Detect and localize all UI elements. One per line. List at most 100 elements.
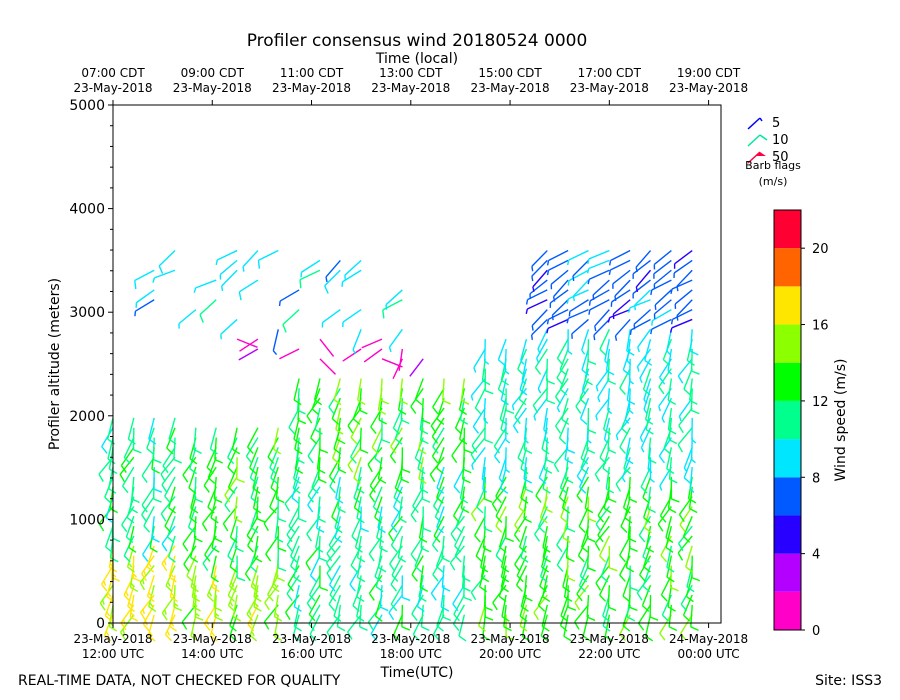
barb-shaft — [561, 397, 569, 420]
barb-feather — [690, 350, 699, 356]
barb-shaft — [671, 318, 693, 329]
barb-shaft — [319, 338, 335, 357]
barb-shaft — [441, 535, 445, 558]
barb-feather — [188, 526, 196, 534]
colorbar-tick-label: 4 — [812, 548, 820, 563]
barb-shaft — [637, 604, 652, 624]
barb-feather — [106, 611, 111, 617]
barb-feather — [306, 415, 313, 424]
barb-shaft — [393, 614, 404, 636]
barb-feather — [190, 507, 199, 514]
barb-feather — [214, 498, 223, 504]
barb-feather — [643, 566, 651, 573]
barb-shaft — [602, 604, 610, 627]
barb-feather — [333, 615, 342, 622]
barb-shaft — [607, 585, 611, 608]
barb-feather — [329, 485, 337, 494]
barb-feather — [326, 553, 333, 562]
barb-shaft — [368, 574, 383, 594]
barb-feather — [257, 260, 261, 269]
barb-feather — [594, 325, 597, 332]
barb-shaft — [628, 526, 631, 549]
barb-feather — [201, 523, 208, 532]
barb-shaft — [459, 476, 466, 499]
barb-feather — [484, 439, 494, 444]
barb-feather — [369, 494, 376, 503]
barb-shaft — [636, 348, 652, 368]
barb-feather — [125, 536, 134, 544]
barb-shaft — [331, 397, 341, 419]
barb-shaft — [374, 496, 383, 518]
barb-shaft — [431, 437, 445, 457]
barb-feather — [602, 625, 611, 632]
barb-feather — [390, 603, 398, 612]
barb-feather — [587, 517, 597, 523]
barb-feather — [270, 477, 278, 485]
barb-feather — [183, 563, 190, 572]
barb-shaft — [322, 309, 341, 324]
barb-feather — [454, 545, 462, 553]
barb-shaft — [478, 604, 486, 627]
barb-shaft — [619, 535, 631, 556]
barb-shaft — [677, 535, 693, 554]
barb-feather — [638, 622, 645, 631]
barb-feather — [484, 498, 493, 503]
top-tick-time: 11:00 CDT — [280, 66, 344, 80]
barb-shaft — [593, 318, 610, 336]
barb-shaft — [329, 575, 341, 596]
barb-shaft — [559, 604, 569, 626]
barb-shaft — [166, 516, 176, 538]
barb-feather — [442, 399, 451, 405]
barb-shaft — [531, 259, 548, 277]
barb-feather — [353, 477, 361, 485]
barb-feather — [325, 276, 328, 283]
barb-shaft — [533, 594, 548, 613]
barb-feather — [191, 582, 196, 588]
barb-feather — [282, 324, 287, 333]
barb-feather — [436, 497, 444, 504]
barb-feather — [440, 606, 450, 612]
barb-feather — [297, 409, 306, 415]
barb-feather — [169, 572, 174, 578]
barb-shaft — [548, 249, 569, 262]
barb-feather — [128, 562, 133, 568]
barb-shaft — [521, 614, 528, 637]
barb-feather — [622, 595, 631, 603]
barb-feather — [211, 547, 220, 553]
barb-feather — [291, 497, 300, 504]
barb-shaft — [294, 427, 300, 450]
barb-feather — [670, 288, 673, 294]
barb-feather — [691, 439, 697, 444]
barb-feather — [628, 409, 634, 415]
barb-shaft — [363, 348, 383, 363]
barb-feather — [501, 566, 510, 573]
barb-feather — [368, 553, 375, 562]
barb-feather — [318, 557, 328, 562]
barb-shaft — [689, 467, 693, 490]
barb-feather — [499, 418, 508, 425]
barb-shaft — [452, 604, 466, 625]
barb-feather — [667, 370, 673, 375]
barb-feather — [514, 416, 521, 425]
barb-feather — [380, 399, 390, 405]
barb-feather — [691, 409, 700, 415]
barb-shaft — [367, 446, 383, 465]
barb-feather — [520, 606, 529, 612]
barb-feather — [161, 612, 168, 621]
barb-feather — [235, 547, 244, 553]
barb-feather — [375, 586, 384, 593]
barb-feather — [541, 625, 550, 632]
barb-shaft — [607, 476, 611, 499]
barb-shaft — [461, 565, 466, 588]
barb-feather — [520, 497, 529, 504]
barb-feather — [98, 523, 105, 532]
barb-feather — [105, 517, 114, 524]
barb-feather — [606, 370, 615, 376]
barb-shaft — [533, 397, 548, 417]
barb-shaft — [309, 555, 321, 576]
barb-shaft — [317, 496, 321, 519]
barb-feather — [132, 576, 141, 582]
barb-shaft — [296, 388, 300, 411]
barb-feather — [310, 575, 317, 583]
barb-feather — [537, 348, 541, 354]
